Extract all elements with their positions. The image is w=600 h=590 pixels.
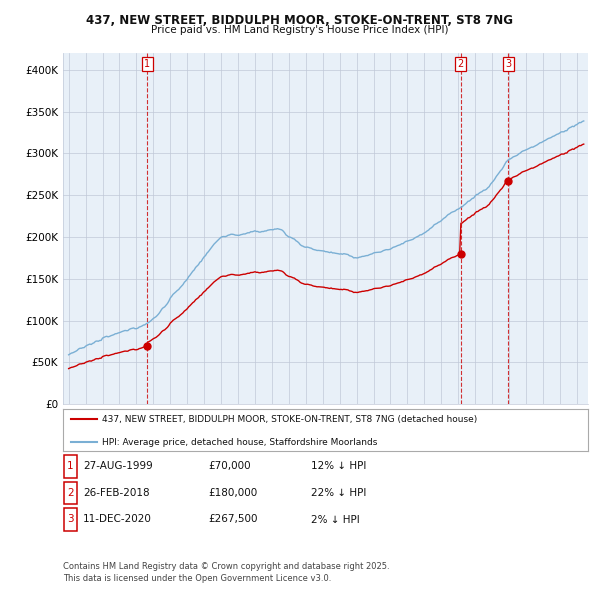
Text: 437, NEW STREET, BIDDULPH MOOR, STOKE-ON-TRENT, ST8 7NG (detached house): 437, NEW STREET, BIDDULPH MOOR, STOKE-ON… — [103, 415, 478, 424]
FancyBboxPatch shape — [64, 508, 77, 531]
Text: 11-DEC-2020: 11-DEC-2020 — [83, 514, 152, 525]
Text: 27-AUG-1999: 27-AUG-1999 — [83, 461, 152, 471]
Text: Price paid vs. HM Land Registry's House Price Index (HPI): Price paid vs. HM Land Registry's House … — [151, 25, 449, 35]
Text: HPI: Average price, detached house, Staffordshire Moorlands: HPI: Average price, detached house, Staf… — [103, 438, 378, 447]
Text: £267,500: £267,500 — [209, 514, 258, 525]
Text: £70,000: £70,000 — [209, 461, 251, 471]
Text: 437, NEW STREET, BIDDULPH MOOR, STOKE-ON-TRENT, ST8 7NG: 437, NEW STREET, BIDDULPH MOOR, STOKE-ON… — [86, 14, 514, 27]
Text: 2: 2 — [458, 59, 464, 69]
Text: £180,000: £180,000 — [209, 488, 258, 498]
Text: 3: 3 — [67, 514, 74, 525]
Text: 1: 1 — [67, 461, 74, 471]
Text: 2% ↓ HPI: 2% ↓ HPI — [311, 514, 359, 525]
Text: 26-FEB-2018: 26-FEB-2018 — [83, 488, 149, 498]
Text: 1: 1 — [145, 59, 151, 69]
Text: 3: 3 — [505, 59, 511, 69]
Text: 2: 2 — [67, 488, 74, 498]
FancyBboxPatch shape — [64, 481, 77, 504]
Text: 12% ↓ HPI: 12% ↓ HPI — [311, 461, 366, 471]
FancyBboxPatch shape — [64, 455, 77, 478]
Text: Contains HM Land Registry data © Crown copyright and database right 2025.
This d: Contains HM Land Registry data © Crown c… — [63, 562, 389, 583]
Text: 22% ↓ HPI: 22% ↓ HPI — [311, 488, 366, 498]
